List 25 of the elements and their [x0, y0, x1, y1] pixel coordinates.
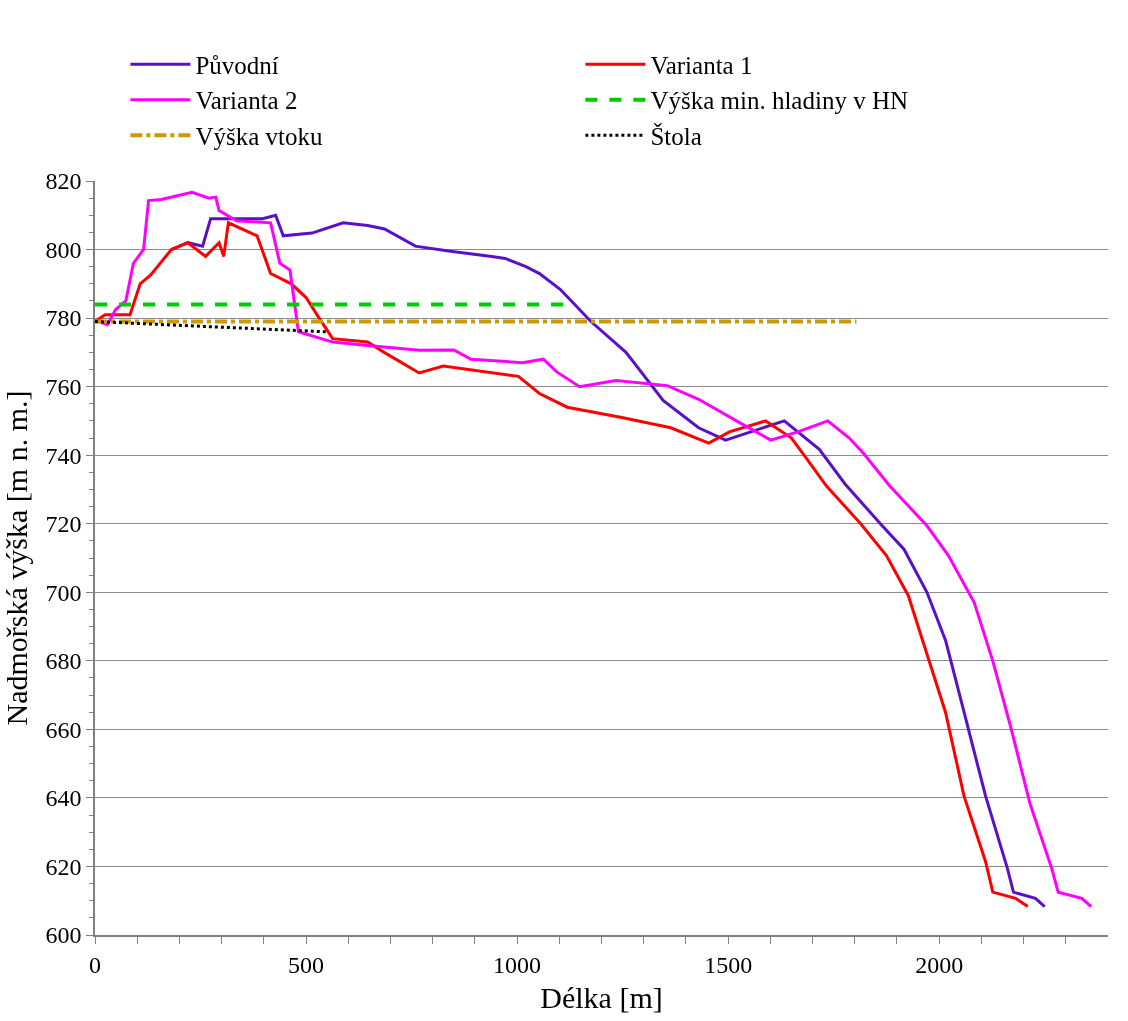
legend-label: Původní — [195, 51, 279, 79]
x-axis-title: Délka [m] — [540, 980, 663, 1014]
y-tick-label: 660 — [45, 716, 82, 743]
y-tick-label: 780 — [45, 305, 82, 332]
legend-label: Varianta 2 — [195, 87, 298, 115]
x-tick-label: 1500 — [704, 951, 753, 978]
legend-label: Varianta 1 — [650, 51, 753, 79]
x-tick-label: 0 — [89, 951, 101, 978]
y-tick-label: 800 — [45, 236, 82, 263]
y-tick-label: 740 — [45, 442, 82, 469]
y-tick-label: 760 — [45, 374, 82, 401]
y-tick-label: 820 — [45, 168, 82, 195]
x-tick-label: 1000 — [493, 951, 542, 978]
y-tick-label: 700 — [45, 579, 82, 606]
legend-label: Výška min. hladiny v HN — [650, 87, 909, 115]
x-tick-label: 500 — [288, 951, 325, 978]
y-tick-label: 680 — [45, 648, 82, 675]
y-tick-label: 720 — [45, 511, 82, 538]
x-tick-label: 2000 — [915, 951, 964, 978]
y-tick-label: 620 — [45, 853, 82, 880]
y-tick-label: 640 — [45, 785, 82, 812]
legend-label: Výška vtoku — [195, 122, 323, 150]
y-tick-label: 600 — [45, 922, 82, 949]
legend-label: Štola — [650, 121, 702, 150]
y-axis-title: Nadmořská výška [m n. m.] — [0, 390, 33, 726]
